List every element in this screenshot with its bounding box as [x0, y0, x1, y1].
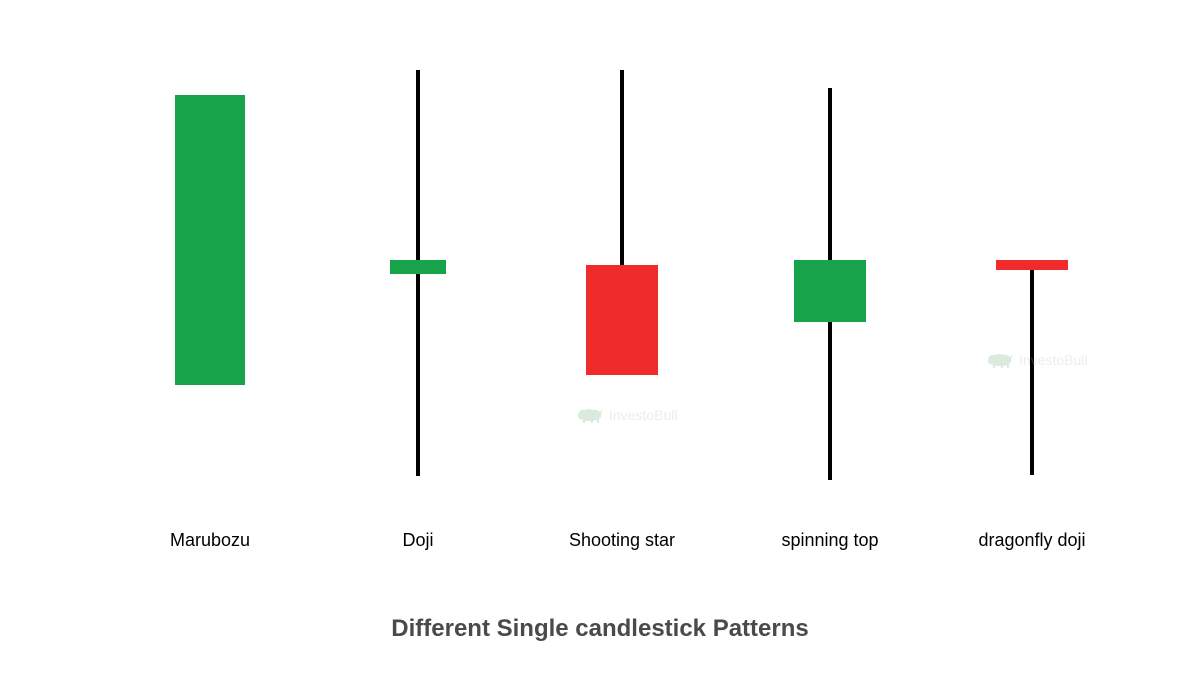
- dragonfly-doji-label: dragonfly doji: [932, 530, 1132, 551]
- shooting-star-body: [586, 265, 658, 375]
- candlestick-diagram: Marubozu DojiShooting star spinning topdra…: [0, 0, 1200, 680]
- spinning-top-label: spinning top: [730, 530, 930, 551]
- bull-icon: [575, 405, 605, 425]
- shooting-star-upper-wick: [620, 70, 624, 265]
- watermark-text: InvestoBull: [609, 407, 677, 423]
- dragonfly-doji-body: [996, 260, 1068, 270]
- diagram-title: Different Single candlestick Patterns: [0, 615, 1200, 643]
- spinning-top-upper-wick: [828, 88, 832, 260]
- marubozu-label: Marubozu: [110, 530, 310, 551]
- doji-lower-wick: [416, 274, 420, 476]
- watermark-0: InvestoBull: [575, 405, 677, 425]
- doji-label: Doji: [318, 530, 518, 551]
- shooting-star-label: Shooting star: [522, 530, 722, 551]
- dragonfly-doji-lower-wick: [1030, 270, 1034, 475]
- bull-icon: [985, 350, 1015, 370]
- marubozu-body: [175, 95, 245, 385]
- doji-body: [390, 260, 446, 274]
- doji-upper-wick: [416, 70, 420, 260]
- spinning-top-body: [794, 260, 866, 322]
- watermark-1: InvestoBull: [985, 350, 1087, 370]
- spinning-top-lower-wick: [828, 322, 832, 480]
- watermark-text: InvestoBull: [1019, 352, 1087, 368]
